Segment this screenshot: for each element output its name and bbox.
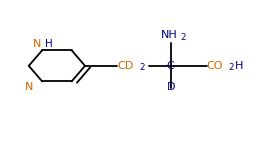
Text: CO: CO [207, 61, 223, 71]
Text: C: C [167, 61, 175, 71]
Text: 2: 2 [139, 63, 144, 73]
Text: 2: 2 [229, 63, 234, 73]
Text: 2: 2 [181, 33, 186, 42]
Text: H: H [235, 61, 243, 71]
Text: H: H [45, 39, 53, 49]
Text: NH: NH [161, 30, 178, 40]
Text: N: N [24, 82, 33, 92]
Text: N: N [33, 39, 41, 49]
Text: CD: CD [117, 61, 133, 71]
Text: D: D [167, 82, 175, 92]
